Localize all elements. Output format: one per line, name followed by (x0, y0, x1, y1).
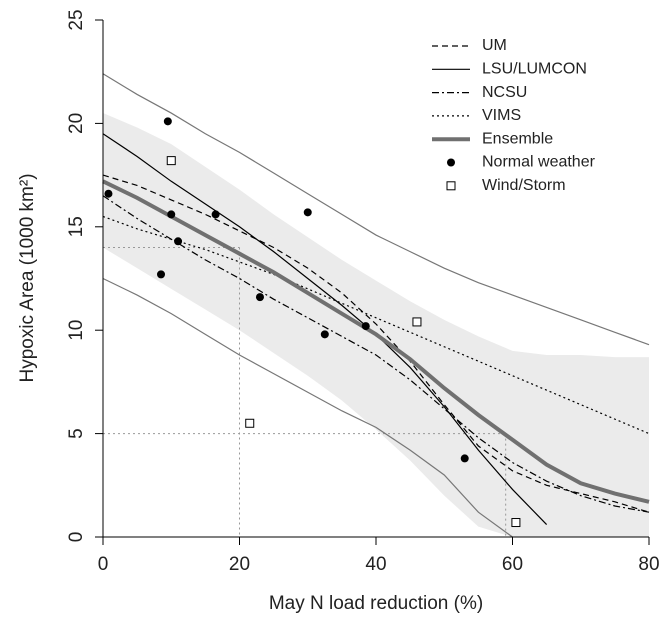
series-line (102, 174, 650, 513)
point (163, 117, 172, 126)
confidence-band (103, 113, 649, 537)
y-tick-label: 20 (66, 113, 87, 134)
point (211, 210, 220, 219)
point (167, 210, 176, 219)
x-tick-label: 80 (638, 554, 659, 575)
x-tick-label: 0 (98, 554, 109, 575)
legend-label: UM (482, 37, 507, 54)
y-tick-label: 10 (66, 320, 87, 341)
point (157, 270, 166, 279)
point (460, 454, 469, 463)
series-line (102, 195, 650, 513)
x-axis-label: May N load reduction (%) (269, 593, 483, 614)
point (104, 189, 113, 198)
y-tick-label: 25 (66, 9, 87, 30)
y-tick-label: 0 (66, 532, 87, 543)
bound-line (102, 277, 513, 538)
y-tick-label: 15 (66, 216, 87, 237)
point (361, 322, 370, 331)
series-line (102, 133, 548, 526)
y-tick-label: 5 (66, 428, 87, 439)
legend-label: Wind/Storm (482, 177, 566, 194)
legend-label: LSU/LUMCON (482, 61, 587, 78)
point (245, 418, 255, 428)
series-line (102, 179, 650, 504)
legend-label: Normal weather (482, 154, 596, 171)
legend-label: VIMS (482, 107, 521, 124)
bound-line (102, 73, 650, 346)
point (511, 518, 521, 528)
x-tick-label: 20 (229, 554, 250, 575)
point (166, 156, 176, 166)
x-tick-label: 40 (365, 554, 386, 575)
legend-swatch (447, 158, 455, 167)
legend-swatch (446, 181, 456, 191)
series-line (102, 215, 650, 435)
x-tick-label: 60 (502, 554, 523, 575)
point (174, 237, 183, 246)
point (412, 317, 422, 327)
y-axis-label: Hypoxic Area (1000 km²) (17, 173, 38, 382)
legend-label: Ensemble (482, 130, 553, 147)
point (255, 293, 264, 302)
point (320, 330, 329, 339)
legend-label: NCSU (482, 84, 527, 101)
point (303, 208, 312, 217)
